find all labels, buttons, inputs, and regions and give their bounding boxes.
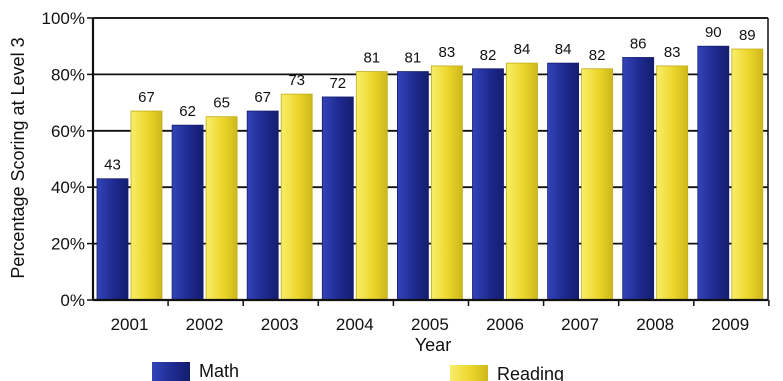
bar-math-2003 [246,110,279,301]
data-label-math-2003: 67 [254,89,271,106]
bar-math-2009 [697,45,730,301]
x-axis-title: Year [415,335,451,355]
data-label-reading-2003: 73 [288,72,305,89]
axes: 0% 20% 40% 60% 80% 100% 2001 2002 2003 2004 2005 20… [8,9,770,355]
legend: Math Reading [152,361,564,381]
data-label-reading-2004: 81 [363,50,380,67]
data-label-reading-2009: 89 [739,27,756,44]
data-label-reading-2005: 83 [439,44,456,61]
data-label-reading-2008: 83 [664,44,681,61]
data-label-math-2009: 90 [705,24,722,41]
legend-swatch-reading [450,365,488,381]
data-label-reading-2006: 84 [514,41,531,58]
legend-label-reading: Reading [497,364,564,381]
data-label-math-2001: 43 [104,157,121,174]
y-tick-label: 20% [51,235,85,254]
x-tick-label-2001: 2001 [111,315,149,334]
bar-reading-2009 [731,48,764,301]
x-tick-label-2005: 2005 [411,315,449,334]
bar-math-2004 [321,96,354,301]
bar-math-2002 [171,124,204,301]
y-tick-label: 80% [51,65,85,84]
legend-item-reading: Reading [450,364,564,381]
x-tick-label-2008: 2008 [636,315,674,334]
bar-reading-2006 [506,62,538,301]
x-tick-label-2009: 2009 [711,315,749,334]
bar-math-2008 [622,57,655,301]
bar-reading-2001 [130,110,163,301]
y-tick-label: 0% [60,291,85,310]
y-tick-label: 60% [51,122,85,141]
legend-item-math: Math [152,361,239,381]
x-tick-label-2003: 2003 [261,315,299,334]
bar-math-2007 [547,62,579,301]
bar-reading-2008 [656,65,689,301]
bar-reading-2002 [205,116,238,301]
data-label-reading-2001: 67 [138,89,155,106]
data-label-math-2005: 81 [405,50,422,67]
data-label-math-2004: 72 [329,75,346,92]
bar-reading-2003 [280,93,313,301]
y-axis-title: Percentage Scoring at Level 3 [8,37,28,278]
data-label-math-2007: 84 [555,41,572,58]
y-tick-label: 40% [51,178,85,197]
x-tick-label-2006: 2006 [486,315,524,334]
data-label-reading-2007: 82 [589,47,606,64]
bar-math-2001 [96,178,129,301]
data-labels: 43 67 62 65 67 73 72 81 81 83 82 84 84 82 86 83 90 89 [104,24,755,174]
bar-math-2005 [396,71,429,301]
x-tick-label-2004: 2004 [336,315,374,334]
bar-reading-2004 [355,71,388,301]
legend-label-math: Math [199,361,239,381]
bar-reading-2007 [581,68,613,301]
x-tick-label-2007: 2007 [561,315,599,334]
data-label-math-2006: 82 [480,47,497,64]
x-tick-label-2002: 2002 [186,315,224,334]
data-label-math-2002: 62 [179,103,196,120]
y-tick-label: 100% [42,9,85,28]
legend-swatch-math [152,362,190,381]
bar-math-2006 [472,68,504,301]
data-label-reading-2002: 65 [213,95,230,112]
data-label-math-2008: 86 [630,35,647,52]
bars [96,45,764,301]
bar-reading-2005 [430,65,463,301]
